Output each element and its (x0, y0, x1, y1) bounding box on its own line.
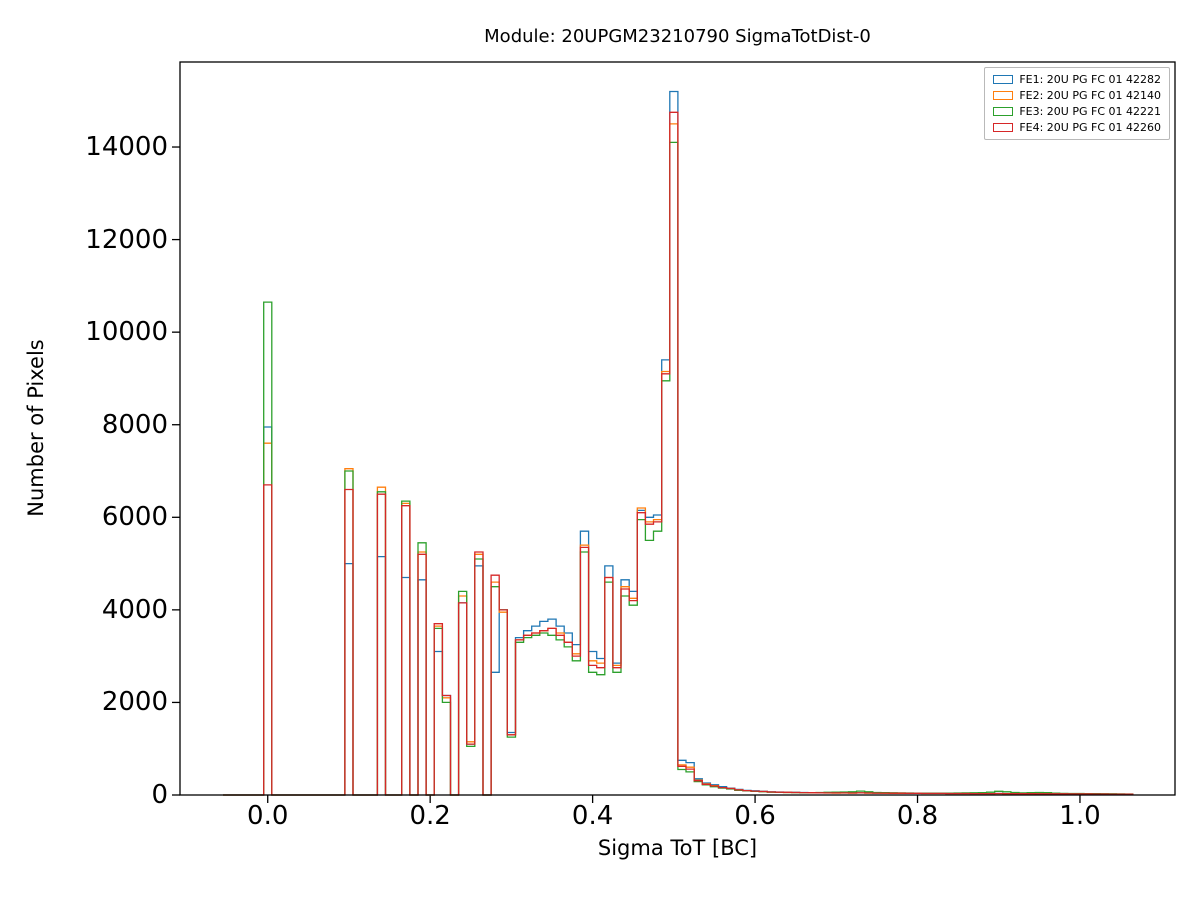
legend-item-fe3: FE3: 20U PG FC 01 42221 (993, 105, 1161, 118)
chart-title: Module: 20UPGM23210790 SigmaTotDist-0 (484, 26, 871, 47)
legend-swatch-fe3-icon (993, 107, 1014, 116)
x-tick-label: 0.6 (734, 801, 776, 831)
legend-label-fe4: FE4: 20U PG FC 01 42260 (1019, 121, 1161, 134)
x-tick-label: 0.8 (896, 801, 939, 831)
legend-swatch-fe2-icon (993, 91, 1014, 100)
x-axis-label: Sigma ToT [BC] (597, 836, 758, 860)
y-tick-label: 2000 (101, 687, 168, 718)
x-tick-label: 0.4 (571, 801, 614, 831)
legend-item-fe1: FE1: 20U PG FC 01 42282 (993, 73, 1161, 86)
legend-label-fe2: FE2: 20U PG FC 01 42140 (1019, 89, 1161, 102)
y-tick-label: 6000 (101, 502, 168, 533)
y-tick-label: 4000 (101, 594, 168, 625)
x-tick-label: 0.0 (247, 801, 289, 831)
y-tick-label: 14000 (85, 132, 168, 163)
y-tick-label: 0 (151, 780, 168, 810)
legend-item-fe4: FE4: 20U PG FC 01 42260 (993, 121, 1161, 134)
y-tick-label: 12000 (85, 224, 168, 255)
y-tick-label: 8000 (101, 409, 168, 440)
legend: FE1: 20U PG FC 01 42282 FE2: 20U PG FC 0… (984, 67, 1170, 140)
legend-label-fe1: FE1: 20U PG FC 01 42282 (1019, 73, 1161, 86)
legend-swatch-fe4-icon (993, 123, 1014, 132)
y-tick-label: 10000 (85, 317, 168, 348)
legend-item-fe2: FE2: 20U PG FC 01 42140 (993, 89, 1161, 102)
y-axis-label: Number of Pixels (24, 339, 48, 517)
x-tick-label: 0.2 (409, 801, 451, 831)
x-tick-label: 1.0 (1059, 801, 1101, 831)
legend-swatch-fe1-icon (993, 75, 1014, 84)
legend-label-fe3: FE3: 20U PG FC 01 42221 (1019, 105, 1161, 118)
